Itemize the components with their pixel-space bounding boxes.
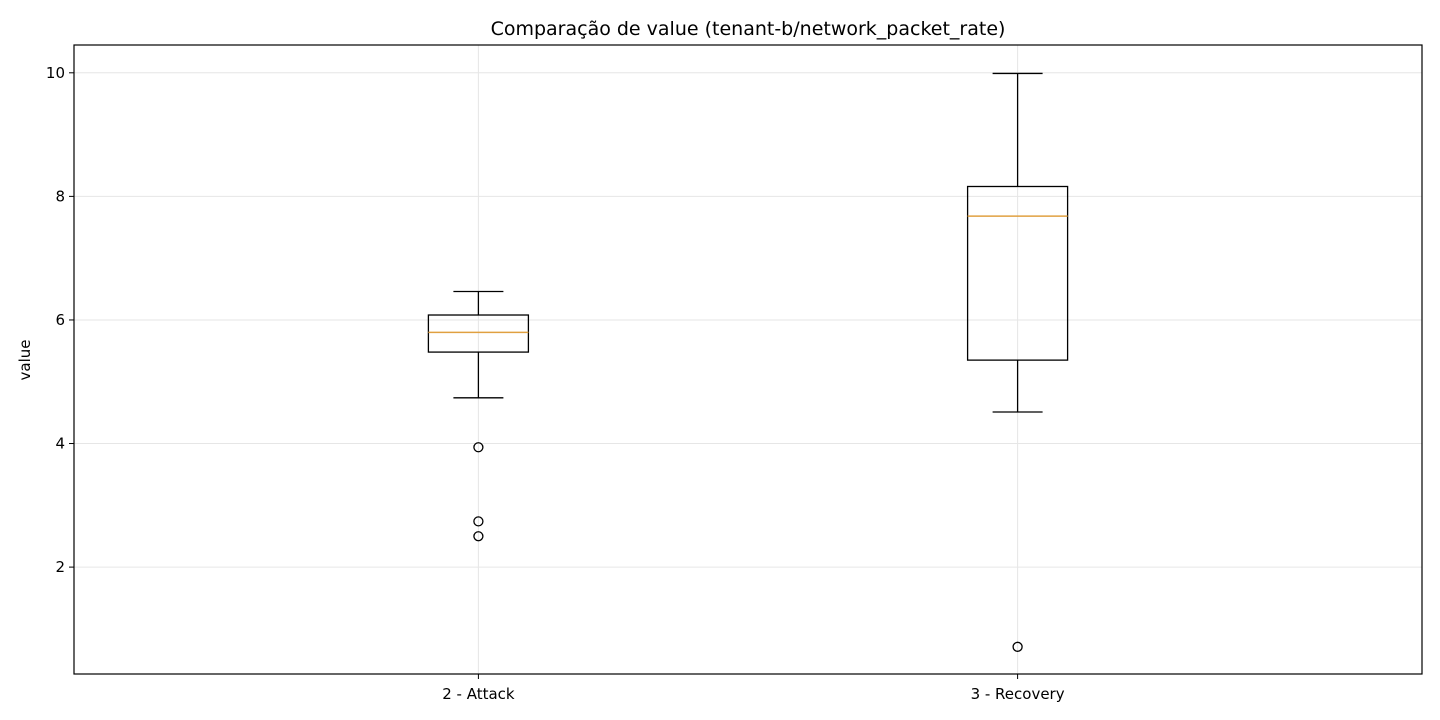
box-series (427, 72, 1069, 652)
outlier-point (473, 516, 484, 527)
chart-title: Comparação de value (tenant-b/network_pa… (491, 18, 1006, 40)
y-tick-label: 8 (55, 187, 65, 205)
box-group-0 (427, 290, 530, 542)
outlier-point (1012, 641, 1023, 652)
y-tick-label: 10 (46, 64, 65, 82)
y-tick-label: 6 (55, 311, 65, 329)
x-tick-label: 2 - Attack (442, 685, 515, 703)
plot-frame (73, 44, 1423, 675)
box-group-1 (966, 72, 1069, 652)
y-axis-label: value (16, 340, 34, 381)
iqr-box (966, 185, 1069, 361)
grid-lines (74, 45, 1422, 674)
y-tick-label: 4 (55, 435, 65, 453)
outlier-point (473, 531, 484, 542)
outlier-point (473, 442, 484, 453)
iqr-box (427, 314, 530, 353)
x-tick-label: 3 - Recovery (971, 685, 1065, 703)
axes: 2 4 6 8 10 2 - Attack 3 - Recovery (46, 64, 1065, 703)
y-tick-label: 2 (55, 558, 65, 576)
